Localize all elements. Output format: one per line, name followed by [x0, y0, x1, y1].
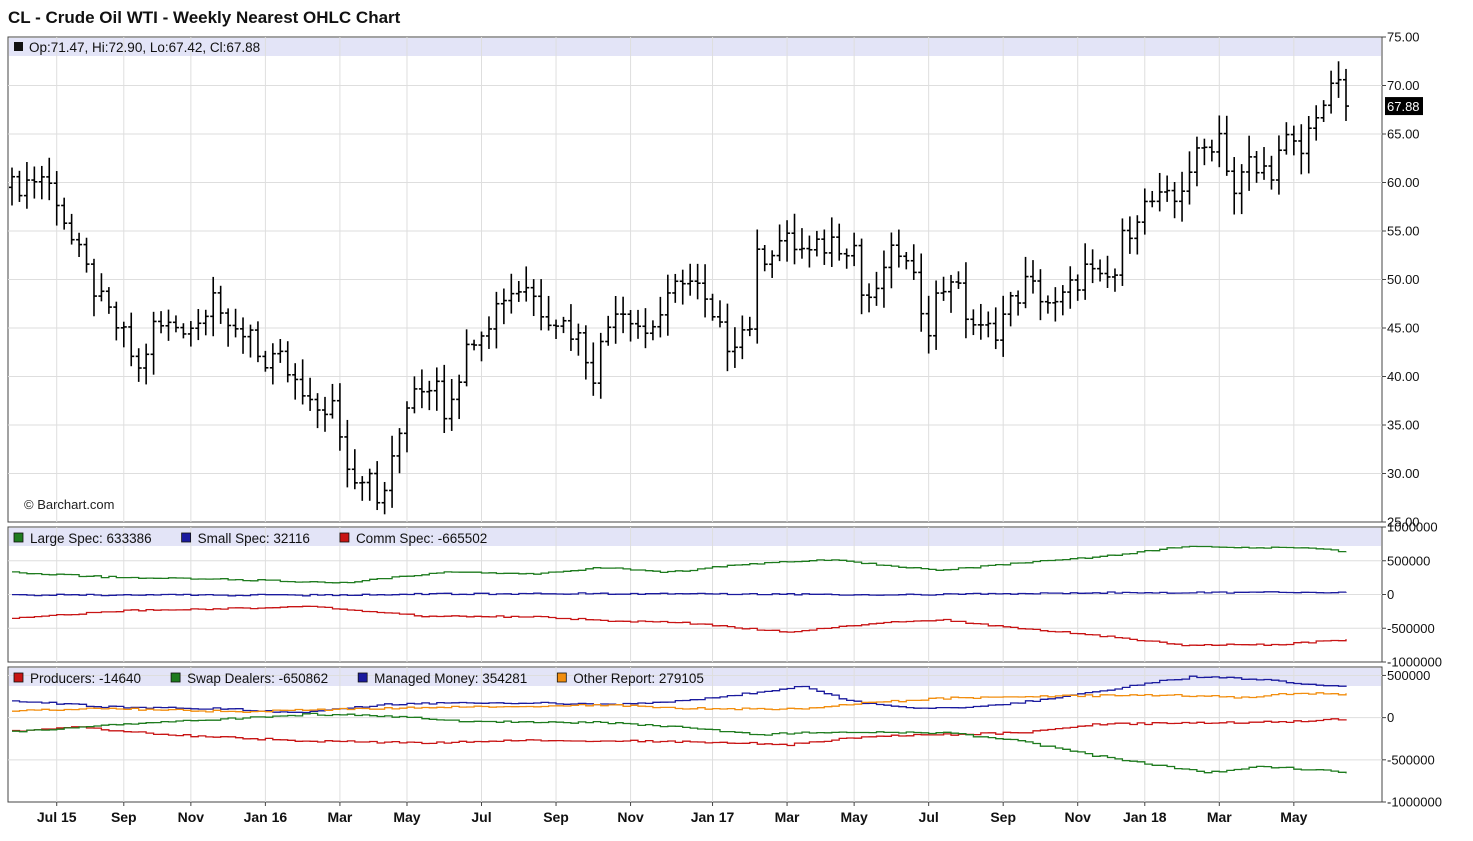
commitments-panel-2-series-line [12, 712, 1347, 774]
commitments-panel-1-legend-band [9, 528, 1381, 546]
xtick-label: Jan 16 [244, 809, 288, 825]
xtick-label: Sep [111, 809, 137, 825]
commitments-panel-1-series-line [12, 545, 1347, 584]
xtick-label: Mar [775, 809, 800, 825]
commitments-panel-2-series-line [12, 675, 1347, 714]
commitments-panel-2-ytick-label: -1000000 [1387, 795, 1442, 810]
last-price-tag [1385, 97, 1423, 116]
commitments-panel-2-legend-text: Managed Money: 354281 [374, 671, 527, 686]
commitments-panel-1-ytick-label: 1000000 [1387, 520, 1438, 535]
xtick-label: Nov [178, 809, 205, 825]
price-panel-ytick-label: 45.00 [1387, 321, 1420, 336]
xtick-label: Nov [1064, 809, 1091, 825]
commitments-panel-1-legend-text: Large Spec: 633386 [30, 531, 152, 546]
xtick-label: May [1280, 809, 1307, 825]
price-panel-ytick-label: 50.00 [1387, 272, 1420, 287]
commitments-panel-1-ytick-label: 0 [1387, 587, 1394, 602]
commitments-panel-1-legend-text: Small Spec: 32116 [198, 531, 310, 546]
commitments-panel-1-legend-text: Comm Spec: -665502 [356, 531, 487, 546]
commitments-panel-1-ytick-label: -1000000 [1387, 655, 1442, 670]
xtick-label: Sep [543, 809, 569, 825]
commitments-panel-2-legend-band [9, 668, 1381, 686]
commitments-panel-2-ytick-label: -500000 [1387, 752, 1435, 767]
price-panel-ytick-label: 65.00 [1387, 127, 1420, 142]
price-panel-legend-band [9, 38, 1381, 56]
price-legend-swatch [14, 42, 23, 51]
price-panel-ytick-label: 70.00 [1387, 78, 1420, 93]
commitments-panel-1-legend-swatch [339, 532, 350, 543]
commitments-panel-2-legend-swatch [170, 672, 181, 683]
xtick-label: Jan 18 [1123, 809, 1167, 825]
credit-text: © Barchart.com [24, 497, 115, 512]
commitments-panel-2-ytick-label: 500000 [1387, 668, 1430, 683]
commitments-panel-1-series-line [12, 605, 1347, 647]
price-panel-ytick-label: 30.00 [1387, 466, 1420, 481]
commitments-panel-1-series-line [12, 591, 1347, 597]
price-legend-text: Op:71.47, Hi:72.90, Lo:67.42, Cl:67.88 [29, 40, 260, 55]
xtick-label: Jul [471, 809, 491, 825]
commitments-panel-2-ytick-label: 0 [1387, 710, 1394, 725]
xtick-label: Nov [617, 809, 644, 825]
commitments-panel-1-legend-swatch [181, 532, 192, 543]
commitments-panel-2-series-line [12, 692, 1347, 713]
commitments-panel-2-legend-swatch [556, 672, 567, 683]
price-panel-ytick-label: 55.00 [1387, 224, 1420, 239]
price-panel-ytick-label: 25.00 [1387, 515, 1420, 530]
xtick-label: Jul 15 [37, 809, 77, 825]
commitments-panel-2-legend-text: Producers: -14640 [30, 671, 141, 686]
last-price-label: 67.88 [1387, 99, 1420, 114]
commitments-panel-2-legend-text: Other Report: 279105 [573, 671, 704, 686]
price-panel-ytick-label: 60.00 [1387, 175, 1420, 190]
commitments-panel-2-legend-swatch [13, 672, 24, 683]
commitments-panel-2-frame [7, 666, 1383, 803]
xtick-label: Jul [919, 809, 939, 825]
xtick-label: Mar [1207, 809, 1232, 825]
xtick-label: Sep [990, 809, 1016, 825]
commitments-panel-1-ytick-label: 500000 [1387, 553, 1430, 568]
commitments-panel-1-ytick-label: -500000 [1387, 621, 1435, 636]
commitments-panel-2-legend-text: Swap Dealers: -650862 [187, 671, 328, 686]
ohlc-bars [9, 61, 1349, 515]
price-panel-ytick-label: 75.00 [1387, 30, 1420, 45]
commitments-panel-1-legend-swatch [13, 532, 24, 543]
xtick-label: Mar [327, 809, 352, 825]
chart-title: CL - Crude Oil WTI - Weekly Nearest OHLC… [8, 8, 401, 27]
price-panel-ytick-label: 40.00 [1387, 369, 1420, 384]
xtick-label: Jan 17 [691, 809, 735, 825]
price-panel-ytick-label: 35.00 [1387, 418, 1420, 433]
commitments-panel-2-legend-swatch [357, 672, 368, 683]
commitments-panel-2-series-line [12, 718, 1347, 747]
xtick-label: May [841, 809, 868, 825]
xtick-label: May [393, 809, 420, 825]
